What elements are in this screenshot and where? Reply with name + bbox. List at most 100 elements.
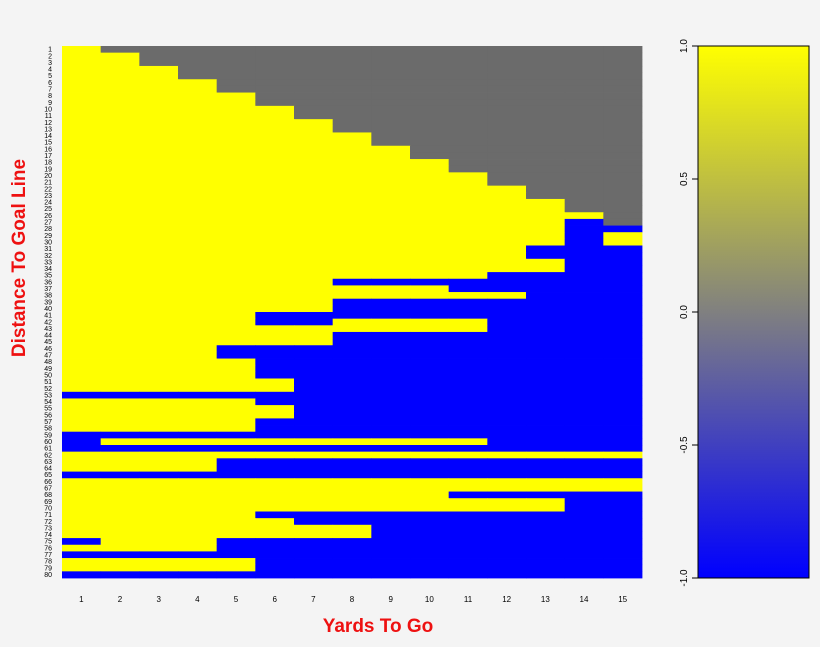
heatmap-cell [487,72,527,80]
heatmap-cell [371,218,411,226]
heatmap-cell [448,159,488,167]
heatmap-cell [255,564,295,572]
heatmap-cell [100,225,140,233]
heatmap-cell [371,558,411,566]
heatmap-cell [178,325,218,333]
heatmap-cell [603,478,643,486]
heatmap-cell [564,212,604,220]
heatmap-cell [410,99,450,107]
heatmap-cell [526,418,566,426]
y-tick-label: 35 [44,273,52,280]
heatmap-cell [216,564,256,572]
heatmap-cell [487,145,527,153]
x-tick-label: 11 [464,595,473,604]
heatmap-cell [603,165,643,173]
heatmap-cell [178,518,218,526]
heatmap-cell [332,312,372,320]
heatmap-cell [62,232,102,240]
heatmap-cell [603,538,643,546]
heatmap-cell [255,265,295,273]
heatmap-cell [526,119,566,127]
heatmap-cell [100,105,140,113]
heatmap-cell [139,365,179,373]
heatmap-cell [178,312,218,320]
heatmap-cell [371,65,411,73]
y-tick-label: 8 [48,93,52,100]
heatmap-cell [100,464,140,472]
heatmap-cell [526,491,566,499]
heatmap-cell [294,378,334,386]
heatmap-cell [487,278,527,286]
heatmap-cell [371,298,411,306]
heatmap-cell [410,285,450,293]
heatmap-cell [294,351,334,359]
heatmap-cell [371,418,411,426]
y-tick-label: 50 [44,372,52,379]
y-tick-label: 37 [44,286,52,293]
heatmap-cell [332,504,372,512]
heatmap-cell [100,72,140,80]
heatmap-cell [410,385,450,393]
y-tick-label: 73 [44,525,52,532]
heatmap-cell [603,85,643,93]
heatmap-cell [526,385,566,393]
heatmap-cell [294,325,334,333]
heatmap-cell [255,491,295,499]
heatmap-cell [294,292,334,300]
heatmap-cell [139,105,179,113]
heatmap-cell [487,471,527,479]
x-tick-label: 3 [156,595,161,604]
heatmap-cell [410,52,450,60]
heatmap-cell [100,318,140,326]
heatmap-cell [216,125,256,133]
heatmap-cell [100,478,140,486]
heatmap-cell [294,518,334,526]
heatmap-cell [216,265,256,273]
heatmap-cell [526,484,566,492]
heatmap-cell [603,371,643,379]
heatmap-cell [603,192,643,200]
heatmap-cell [564,391,604,399]
heatmap-cell [410,391,450,399]
heatmap-cell [139,119,179,127]
y-tick-label: 20 [44,173,52,180]
heatmap-cell [178,491,218,499]
heatmap-cell [294,159,334,167]
heatmap-cell [294,218,334,226]
heatmap-cell [62,112,102,120]
heatmap-cell [332,431,372,439]
heatmap-cell [100,445,140,453]
heatmap-cell [487,172,527,180]
heatmap-cell [371,464,411,472]
heatmap-cell [294,398,334,406]
heatmap-cell [178,65,218,73]
heatmap-cell [410,159,450,167]
y-tick-label: 65 [44,472,52,479]
heatmap-cell [332,511,372,519]
heatmap-cell [100,305,140,313]
heatmap-cell [294,524,334,532]
heatmap-cell [139,232,179,240]
heatmap-cell [100,351,140,359]
heatmap-cell [526,225,566,233]
heatmap-cell [448,418,488,426]
heatmap-cell [139,125,179,133]
heatmap-cell [178,524,218,532]
heatmap-cell [139,464,179,472]
heatmap-cell [216,418,256,426]
heatmap-cell [487,398,527,406]
heatmap-cell [294,152,334,160]
heatmap-cell [603,531,643,539]
heatmap-cell [332,165,372,173]
heatmap-cell [100,451,140,459]
heatmap-cell [294,391,334,399]
heatmap-cell [603,524,643,532]
heatmap-cell [564,538,604,546]
heatmap-cell [564,378,604,386]
heatmap-cell [294,464,334,472]
heatmap-cell [487,245,527,253]
heatmap-cell [332,558,372,566]
heatmap-cell [332,484,372,492]
heatmap-cell [526,245,566,253]
heatmap-cell [294,112,334,120]
